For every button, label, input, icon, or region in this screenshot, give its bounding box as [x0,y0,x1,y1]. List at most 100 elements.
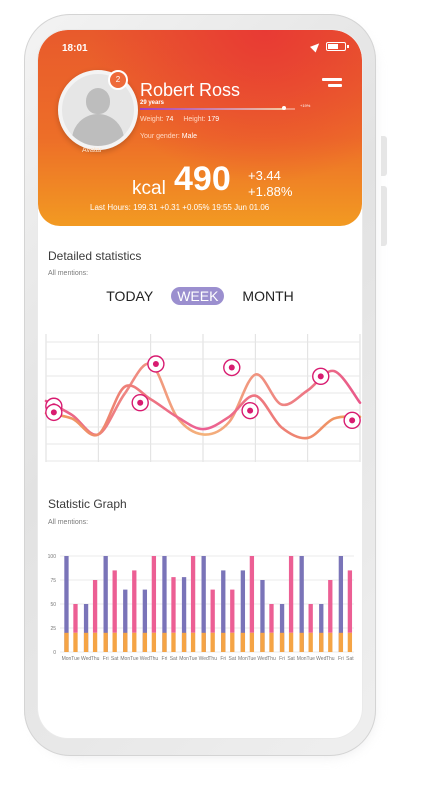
profile-header: 18:01 2 Avatar Robert Ross 29 years +19%… [38,30,362,226]
bar-pink [308,604,313,633]
bar-blue [279,604,285,652]
bar-orange [269,632,274,652]
x-tick-label: Tue [306,656,315,662]
bar-blue [319,604,324,652]
bar-pink [269,604,274,633]
x-tick-label: Thu [150,656,159,662]
bar-orange [201,632,206,652]
bar-orange [83,632,89,652]
app-screen: 18:01 2 Avatar Robert Ross 29 years +19%… [38,30,362,738]
bar-orange [190,632,196,652]
bar-blue [162,556,167,652]
bar-orange [328,632,333,652]
bar-pink [132,570,137,633]
progress-marker [282,106,286,110]
battery-icon [326,42,349,51]
y-tick-label: 0 [53,650,56,656]
y-tick-label: 50 [50,602,56,608]
y-tick-label: 100 [48,554,57,560]
x-tick-label: Mon [179,656,189,662]
bar-pink [328,580,333,633]
data-marker-dot [50,409,57,416]
x-tick-label: Mon [62,656,72,662]
bar-pink [288,556,294,633]
bar-orange [221,632,226,652]
x-tick-label: Fri [162,656,168,662]
bar-pink [230,589,235,633]
bar-orange [171,632,176,652]
bar-orange [64,632,69,652]
data-marker-dot [152,361,159,367]
last-hours-summary: Last Hours: 199.31 +0.31 +0.05% 19:55 Ju… [90,203,270,212]
bar-blue [103,556,108,652]
detailed-statistics-title: Detailed statistics [48,249,142,263]
kcal-delta-percent: +1.88% [248,184,293,199]
menu-icon[interactable] [322,78,342,90]
power-button [381,186,387,246]
line-chart [44,334,362,462]
statistic-graph-title: Statistic Graph [48,497,127,511]
x-tick-label: Fri [279,656,285,662]
user-age: 29 years [140,100,165,106]
bar-blue [83,604,89,652]
bar-orange [73,632,78,652]
tab-month[interactable]: MONTH [242,288,294,304]
bar-blue [201,556,206,652]
kcal-delta-absolute: +3.44 [248,168,281,183]
bar-orange [162,632,167,652]
detailed-statistics-subtitle: All mentions: [48,270,89,277]
bar-orange [347,632,353,652]
bar-orange [112,632,117,652]
y-tick-label: 25 [50,626,56,632]
x-tick-label: Fri [220,656,226,662]
bar-orange [151,632,157,652]
bar-blue [260,580,265,652]
bar-blue [181,577,187,652]
weight-value: 74 [165,116,174,123]
x-tick-label: Fri [103,656,109,662]
bar-blue [221,570,226,652]
bar-orange [279,632,285,652]
x-tick-label: Wed [257,656,267,662]
bar-orange [181,632,187,652]
volume-button [381,136,387,176]
avatar-label: Avatar [82,147,103,154]
notification-badge[interactable]: 2 [108,70,128,90]
bar-blue [299,556,304,652]
x-tick-label: Tue [189,656,198,662]
bar-pink [190,556,196,633]
body-metrics: Weight: 74 Height: 179 [140,116,219,123]
x-tick-label: Wed [140,656,150,662]
user-name: Robert Ross [140,80,241,100]
avatar[interactable] [58,70,138,150]
bar-orange [92,632,98,652]
bar-orange [288,632,294,652]
x-tick-label: Mon [297,656,307,662]
data-marker-dot [317,373,324,380]
tab-week[interactable]: WEEK [171,287,225,305]
bar-orange [123,632,128,652]
bar-orange [260,632,265,652]
bar-pink [151,556,157,633]
bar-orange [142,632,148,652]
bar-blue [142,589,148,652]
bar-pink [347,570,353,633]
x-tick-label: Mon [238,656,248,662]
progress-fill [140,108,283,110]
kcal-value: 490 [174,160,231,198]
data-marker-dot [349,417,356,424]
x-tick-label: Thu [91,656,100,662]
avatar-body-icon [72,114,124,146]
avatar-head-icon [86,88,110,114]
bar-blue [123,589,128,652]
x-tick-label: Thu [326,656,335,662]
bar-pink [171,577,176,633]
tab-today[interactable]: TODAY [106,288,154,304]
x-tick-label: Sat [346,656,354,662]
x-tick-label: Sat [287,656,295,662]
data-marker-dot [228,364,235,371]
bar-orange [338,632,344,652]
x-tick-label: Tue [71,656,80,662]
x-tick-label: Wed [316,656,326,662]
gender-value: Male [181,133,197,140]
